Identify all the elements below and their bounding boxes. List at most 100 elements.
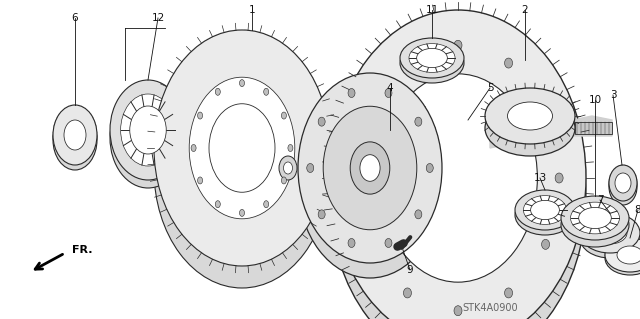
Ellipse shape — [403, 288, 412, 298]
Polygon shape — [166, 83, 169, 110]
Ellipse shape — [609, 165, 637, 201]
Ellipse shape — [508, 102, 552, 130]
Polygon shape — [285, 45, 289, 70]
Text: 1: 1 — [249, 5, 255, 15]
Ellipse shape — [593, 222, 627, 244]
Ellipse shape — [323, 106, 417, 230]
Polygon shape — [263, 33, 268, 57]
Ellipse shape — [504, 288, 513, 298]
Polygon shape — [328, 123, 329, 151]
Ellipse shape — [110, 80, 186, 180]
Ellipse shape — [485, 88, 575, 144]
Polygon shape — [180, 59, 184, 85]
Ellipse shape — [360, 155, 380, 181]
Polygon shape — [490, 116, 612, 148]
Ellipse shape — [64, 120, 86, 150]
Polygon shape — [195, 45, 199, 70]
Ellipse shape — [189, 77, 295, 219]
Ellipse shape — [307, 164, 314, 173]
Ellipse shape — [605, 241, 640, 275]
Ellipse shape — [120, 94, 175, 166]
Polygon shape — [188, 51, 191, 77]
Ellipse shape — [415, 210, 422, 219]
Ellipse shape — [579, 207, 611, 228]
Ellipse shape — [561, 203, 629, 247]
Polygon shape — [208, 37, 212, 61]
Polygon shape — [160, 99, 162, 127]
Ellipse shape — [215, 201, 220, 208]
Ellipse shape — [130, 106, 166, 154]
Polygon shape — [191, 48, 195, 73]
Ellipse shape — [189, 99, 295, 241]
Ellipse shape — [400, 38, 464, 78]
Polygon shape — [174, 68, 177, 95]
Polygon shape — [216, 33, 221, 57]
Ellipse shape — [385, 239, 392, 248]
Ellipse shape — [580, 213, 640, 253]
Polygon shape — [312, 78, 316, 105]
Ellipse shape — [191, 145, 196, 152]
Ellipse shape — [367, 107, 374, 117]
Ellipse shape — [298, 73, 442, 263]
Ellipse shape — [485, 100, 575, 156]
Text: 13: 13 — [533, 173, 547, 183]
Polygon shape — [292, 51, 296, 77]
Ellipse shape — [330, 30, 586, 319]
Text: 11: 11 — [426, 5, 438, 15]
Polygon shape — [199, 42, 204, 67]
Ellipse shape — [288, 145, 293, 152]
Polygon shape — [239, 30, 244, 52]
Ellipse shape — [609, 169, 637, 205]
Ellipse shape — [215, 88, 220, 95]
Ellipse shape — [348, 88, 355, 98]
Polygon shape — [159, 105, 160, 133]
Text: 10: 10 — [588, 95, 602, 105]
Polygon shape — [276, 39, 280, 64]
Ellipse shape — [53, 105, 97, 165]
Text: FR.: FR. — [72, 245, 93, 255]
Ellipse shape — [318, 117, 325, 126]
Polygon shape — [316, 83, 318, 110]
Polygon shape — [322, 99, 324, 127]
Text: 2: 2 — [522, 5, 528, 15]
Ellipse shape — [524, 196, 566, 224]
Polygon shape — [177, 63, 180, 90]
Polygon shape — [204, 39, 208, 64]
Polygon shape — [156, 117, 157, 145]
Ellipse shape — [531, 200, 559, 219]
Ellipse shape — [348, 239, 355, 248]
Polygon shape — [230, 30, 235, 53]
Ellipse shape — [318, 210, 325, 219]
Ellipse shape — [353, 173, 361, 183]
Ellipse shape — [154, 30, 330, 266]
Polygon shape — [172, 73, 174, 100]
Ellipse shape — [379, 74, 538, 282]
Text: STK4A0900: STK4A0900 — [462, 303, 518, 313]
Text: 5: 5 — [486, 83, 493, 93]
Ellipse shape — [561, 196, 629, 240]
Polygon shape — [221, 32, 226, 56]
Ellipse shape — [284, 162, 292, 174]
Ellipse shape — [279, 156, 297, 180]
Ellipse shape — [154, 52, 330, 288]
Polygon shape — [244, 30, 249, 52]
Ellipse shape — [541, 239, 550, 249]
Ellipse shape — [350, 142, 390, 194]
Polygon shape — [253, 31, 259, 54]
Ellipse shape — [617, 246, 640, 264]
Ellipse shape — [367, 239, 374, 249]
Polygon shape — [226, 31, 230, 54]
Ellipse shape — [239, 209, 244, 216]
Ellipse shape — [409, 44, 455, 72]
Ellipse shape — [282, 112, 287, 119]
Polygon shape — [235, 30, 239, 52]
Text: 6: 6 — [72, 13, 78, 23]
Ellipse shape — [385, 88, 392, 98]
Polygon shape — [268, 35, 272, 59]
Ellipse shape — [605, 238, 640, 272]
Polygon shape — [162, 93, 164, 121]
Polygon shape — [164, 88, 166, 115]
Ellipse shape — [615, 173, 631, 193]
Polygon shape — [184, 55, 188, 81]
Ellipse shape — [415, 117, 422, 126]
